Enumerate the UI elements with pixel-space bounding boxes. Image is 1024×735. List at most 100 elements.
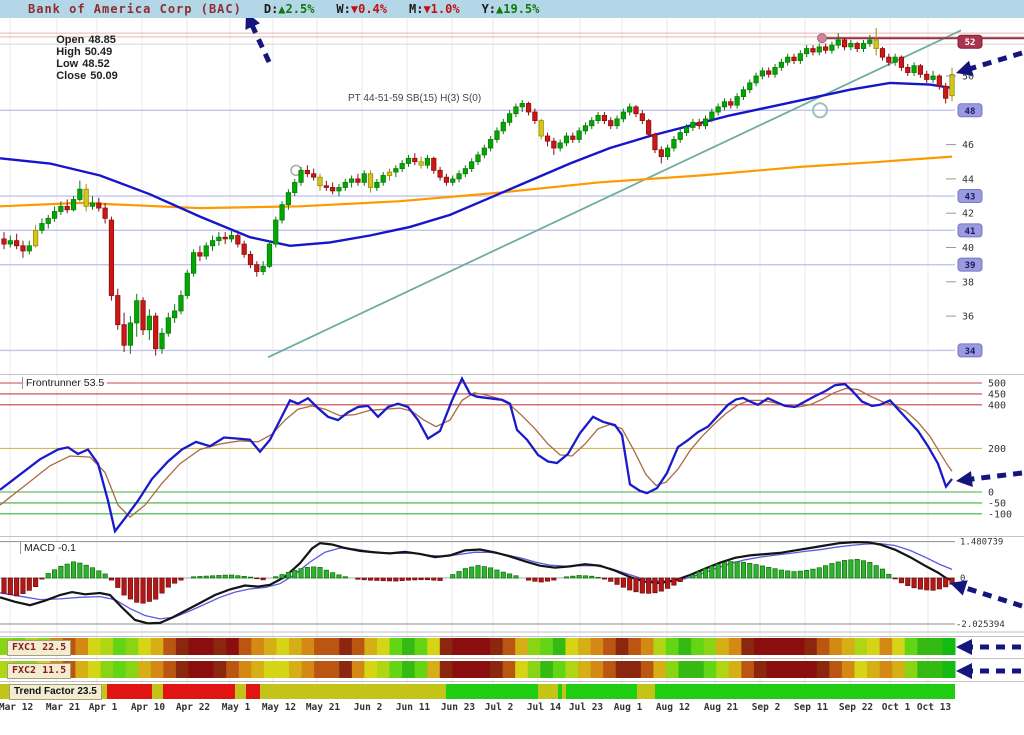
date-tick-label: Jun 2	[354, 702, 383, 713]
dashed-arrow-tail	[961, 584, 1023, 609]
frontrunner-axis-label: -100	[988, 509, 1012, 520]
frontrunner-label: Frontrunner 53.5	[22, 377, 108, 389]
date-tick-label: May 1	[222, 702, 251, 713]
macd-line	[0, 540, 953, 625]
price-badge	[957, 257, 983, 272]
pivot-target-annotation: PT 44-51-59 SB(15) H(3) S(0)	[348, 93, 482, 104]
low-value: Low 48.52	[56, 58, 110, 70]
monthly-change: M:▼1.0%	[409, 2, 460, 16]
price-axis-label: 38	[962, 277, 974, 288]
price-axis-label: 42	[962, 209, 974, 220]
date-tick-label: Apr 22	[176, 702, 210, 713]
date-tick-label: May 12	[262, 702, 296, 713]
dashed-arrow-tail	[968, 470, 1023, 482]
price-axis-label: 40	[962, 243, 974, 254]
date-tick-label: Apr 10	[131, 702, 166, 713]
date-tick-label: Sep 2	[752, 702, 781, 713]
price-badge	[957, 343, 983, 358]
annotation-arrows	[245, 12, 1023, 679]
trend-factor-bar	[0, 684, 955, 699]
open-value: Open 48.85	[56, 34, 116, 46]
macd-axis-zero: 0	[960, 574, 965, 584]
date-tick-label: Sep 11	[794, 702, 829, 713]
date-tick-label: May 21	[306, 702, 341, 713]
date-tick-label: Sep 22	[839, 702, 873, 713]
frontrunner-blue-line	[0, 376, 953, 534]
weekly-change: W:▼0.4%	[336, 2, 387, 16]
fxc2-heatbar	[0, 661, 956, 678]
date-tick-label: Aug 12	[656, 702, 690, 713]
macd-panel	[0, 540, 955, 625]
date-tick-label: Jun 23	[441, 702, 476, 713]
pink-dot-marker	[817, 33, 827, 44]
date-tick-label: Apr 1	[89, 702, 118, 713]
price-badge-value: 39	[965, 261, 976, 271]
price-badge-value: 43	[965, 193, 976, 203]
teal-circle-marker	[812, 102, 828, 119]
close-value: Close 50.09	[56, 70, 118, 82]
price-panel	[0, 29, 1024, 359]
blue-ma-line	[0, 81, 953, 248]
yearly-change: Y:▲19.5%	[481, 2, 540, 16]
date-tick-label: Jun 11	[396, 702, 431, 713]
price-badge	[957, 103, 983, 118]
orange-ma-line	[0, 155, 953, 210]
macd-histogram	[1, 558, 955, 604]
frontrunner-axis-label: 200	[988, 444, 1006, 455]
price-axis-label: 44	[962, 174, 974, 185]
date-tick-label: Jul 14	[527, 702, 562, 713]
price-badge-value: 48	[965, 107, 976, 117]
macd-axis-max: 1.480739	[960, 538, 1003, 548]
date-axis: Mar 12 Mar 21 Apr 1 Apr 10 Apr 22 May 1 May 12…	[0, 702, 951, 713]
price-badge	[957, 223, 983, 238]
price-badge	[957, 189, 983, 204]
fxc1-label: FXC1 22.5	[7, 640, 72, 656]
date-tick-label: Aug 21	[704, 702, 739, 713]
price-axis-label: 50	[962, 72, 974, 83]
price-axis-label: 36	[962, 312, 974, 323]
frontrunner-axis-label: 400	[988, 400, 1006, 411]
fxc2-label: FXC2 11.5	[7, 663, 72, 679]
price-axis-label: 46	[962, 140, 974, 151]
ohlc-readout: Open 48.85 High 50.49 Low 48.52 Close 50.09	[44, 22, 128, 94]
price-badge-value: 52	[965, 38, 976, 48]
date-tick-label: Mar 12	[0, 702, 33, 713]
price-badge	[957, 34, 983, 49]
symbol-title: Bank of America Corp (BAC)	[28, 2, 242, 16]
arrow-head	[950, 580, 968, 596]
title-bar: Bank of America Corp (BAC) D:▲2.5% W:▼0.…	[0, 0, 1024, 18]
trend-factor-label: Trend Factor 23.5	[9, 684, 102, 700]
arrow-head	[956, 471, 973, 488]
frontrunner-panel	[0, 376, 982, 534]
frontrunner-axis-label: -50	[988, 498, 1006, 509]
date-tick-label: Jul 2	[485, 702, 514, 713]
macd-label: MACD -0.1	[20, 542, 79, 554]
price-axis: 50 46 44 42 40 38 36 48 43 41 39 34 52	[946, 34, 983, 358]
price-badge-value: 41	[965, 227, 976, 237]
frontrunner-axis-label: 0	[988, 488, 994, 499]
price-badge-value: 34	[965, 347, 976, 357]
macd-axis: 1.480739 0 -2.025394	[956, 538, 1005, 630]
arrow-head	[956, 60, 974, 77]
date-tick-label: Mar 21	[46, 702, 81, 713]
high-value: High 50.49	[56, 46, 113, 58]
daily-change: D:▲2.5%	[263, 2, 315, 16]
date-tick-label: Aug 1	[614, 702, 643, 713]
date-tick-label: Oct 1	[882, 702, 911, 713]
date-tick-label: Oct 13	[917, 702, 952, 713]
frontrunner-axis-label: 500	[988, 379, 1006, 390]
teal-trendline	[267, 29, 961, 359]
arrow-head	[956, 639, 972, 655]
frontrunner-sienna-line	[0, 387, 953, 518]
macd-axis-min: -2.025394	[956, 620, 1005, 630]
fxc1-heatbar	[0, 638, 956, 655]
dashed-arrow-tail	[249, 22, 272, 64]
frontrunner-axis-label: 450	[988, 389, 1006, 400]
dashed-arrow-tail	[967, 50, 1023, 72]
candles-layer	[1, 27, 955, 356]
date-tick-label: Jul 23	[569, 702, 604, 713]
arrow-head	[956, 663, 972, 679]
